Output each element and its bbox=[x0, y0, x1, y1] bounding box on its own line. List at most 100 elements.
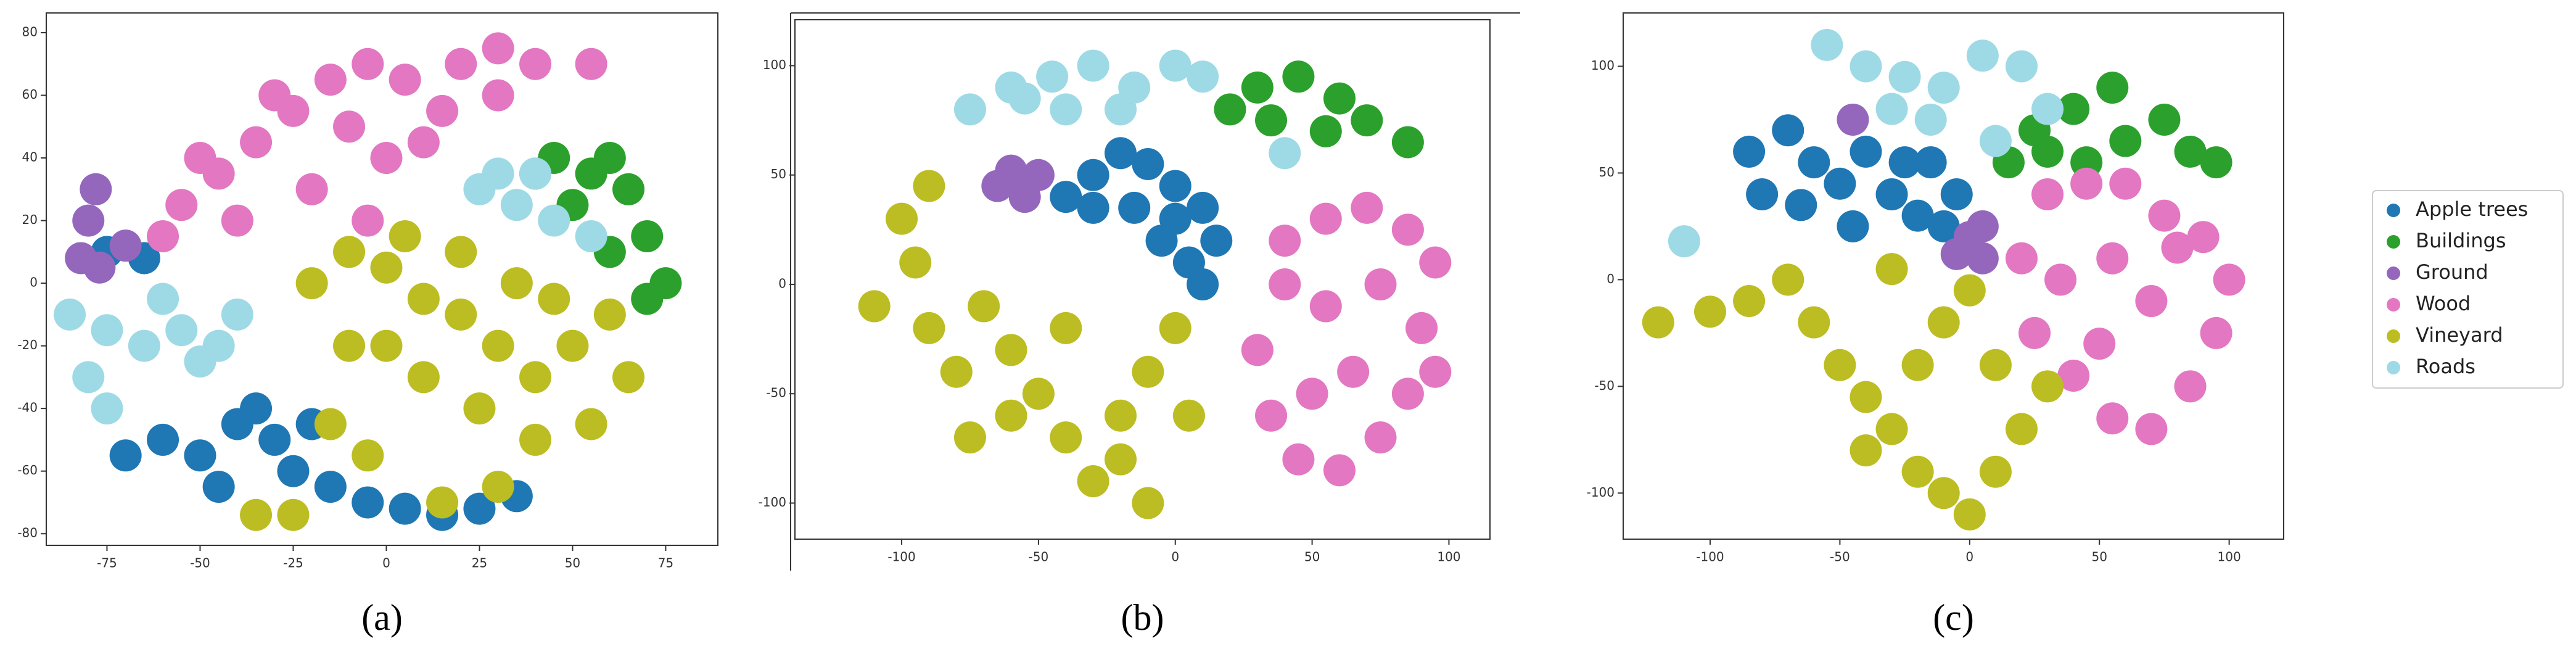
point bbox=[407, 361, 440, 394]
point bbox=[1966, 242, 1999, 275]
point bbox=[1255, 399, 1288, 432]
point bbox=[1642, 306, 1674, 339]
point bbox=[333, 329, 366, 362]
point bbox=[482, 471, 514, 503]
x-tick-label: 25 bbox=[472, 556, 487, 571]
point bbox=[2096, 72, 2129, 104]
point bbox=[500, 267, 533, 300]
point bbox=[1927, 210, 1960, 242]
point bbox=[1282, 60, 1315, 93]
point bbox=[128, 329, 160, 362]
point bbox=[1785, 189, 1817, 221]
point bbox=[612, 361, 645, 394]
point bbox=[1323, 82, 1356, 115]
point bbox=[1269, 268, 1301, 300]
point bbox=[333, 236, 366, 268]
point bbox=[1419, 246, 1452, 279]
plot-area bbox=[858, 49, 1452, 519]
point bbox=[2135, 284, 2168, 317]
x-tick-label: 100 bbox=[1437, 550, 1460, 564]
y-tick-label: 50 bbox=[771, 167, 786, 181]
point bbox=[240, 392, 273, 425]
point bbox=[445, 298, 477, 331]
point bbox=[426, 486, 459, 519]
x-tick-label: 50 bbox=[565, 556, 580, 571]
point bbox=[1351, 191, 1383, 224]
x-tick-label: -50 bbox=[190, 556, 210, 571]
point bbox=[953, 421, 986, 454]
x-tick-label: 50 bbox=[2091, 550, 2107, 564]
point bbox=[1850, 434, 1882, 467]
point bbox=[1187, 268, 1219, 300]
point bbox=[1200, 225, 1233, 257]
legend-label: Apple trees bbox=[2416, 197, 2528, 221]
point bbox=[1940, 238, 1973, 270]
y-tick-label: 100 bbox=[763, 57, 786, 72]
axes-frame bbox=[794, 19, 1491, 540]
point bbox=[2044, 263, 2077, 296]
legend-label: Wood bbox=[2416, 292, 2471, 315]
x-tick-label: -50 bbox=[1830, 550, 1850, 564]
x-tick-label: 100 bbox=[2218, 550, 2241, 564]
point bbox=[1159, 170, 1191, 202]
legend-label: Vineyard bbox=[2416, 323, 2503, 347]
point bbox=[482, 157, 514, 190]
point bbox=[1746, 178, 1779, 211]
point bbox=[519, 361, 552, 394]
point bbox=[1888, 146, 1921, 179]
point bbox=[1850, 135, 1882, 168]
point bbox=[1693, 295, 1726, 328]
point bbox=[1050, 93, 1082, 126]
point bbox=[2135, 413, 2168, 445]
y-tick-label: -60 bbox=[17, 463, 38, 477]
point bbox=[54, 298, 86, 331]
point bbox=[165, 314, 198, 347]
point bbox=[995, 334, 1027, 366]
point bbox=[2031, 93, 2064, 125]
point bbox=[1282, 443, 1315, 476]
point bbox=[91, 392, 123, 425]
point bbox=[995, 154, 1027, 187]
point bbox=[519, 48, 552, 80]
point bbox=[83, 251, 116, 284]
point bbox=[953, 93, 986, 126]
legend-marker bbox=[2387, 266, 2400, 280]
point bbox=[352, 204, 384, 237]
point bbox=[1159, 312, 1191, 344]
point bbox=[1927, 306, 1960, 339]
point bbox=[370, 142, 403, 175]
point bbox=[2148, 199, 2181, 232]
point bbox=[1419, 355, 1452, 388]
point bbox=[1269, 137, 1301, 170]
y-tick-label: -50 bbox=[766, 386, 786, 400]
point bbox=[1979, 125, 2012, 157]
point bbox=[2148, 103, 2181, 136]
legend-label: Buildings bbox=[2416, 229, 2506, 252]
point bbox=[72, 361, 105, 394]
point bbox=[1875, 413, 1908, 445]
x-tick-label: -75 bbox=[97, 556, 117, 571]
point bbox=[2109, 167, 2142, 200]
point bbox=[1837, 103, 1869, 136]
plot-area bbox=[54, 32, 682, 531]
y-tick-label: 80 bbox=[22, 24, 38, 39]
point bbox=[968, 290, 1000, 323]
point bbox=[886, 202, 918, 235]
point bbox=[482, 329, 514, 362]
point bbox=[1979, 349, 2012, 381]
point bbox=[1850, 50, 1882, 83]
legend-marker bbox=[2387, 204, 2400, 217]
legend-marker bbox=[2387, 361, 2400, 374]
point bbox=[631, 283, 664, 315]
point bbox=[2096, 242, 2129, 275]
x-tick-label: -100 bbox=[887, 550, 915, 564]
point bbox=[1364, 268, 1397, 300]
point bbox=[184, 142, 216, 175]
point bbox=[1022, 159, 1055, 191]
point bbox=[1901, 455, 1934, 488]
point bbox=[1105, 93, 1137, 126]
point bbox=[445, 48, 477, 80]
point bbox=[147, 220, 179, 252]
point bbox=[1391, 378, 1424, 410]
